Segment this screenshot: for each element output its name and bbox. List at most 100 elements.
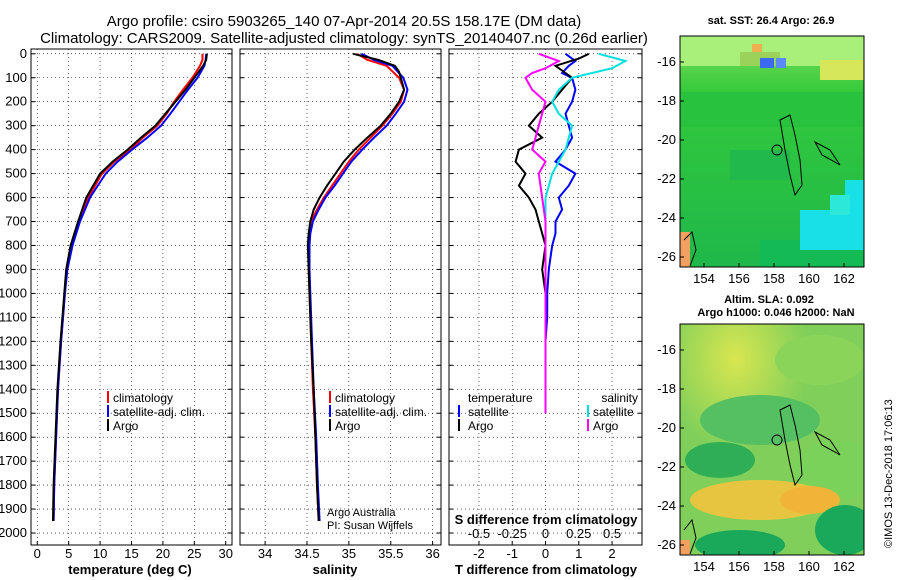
credit-line-1: Argo Australia	[327, 507, 396, 519]
x-tick-label: 35.5	[378, 546, 403, 561]
lat-tick-label: -16	[657, 54, 676, 69]
depth-tick-label: 200	[5, 94, 27, 109]
series-argo	[52, 53, 208, 522]
legend-argo: Argo	[335, 419, 361, 433]
lon-tick-label: 156	[728, 271, 750, 286]
depth-tick-label: 800	[5, 237, 27, 252]
lat-tick-label: -22	[657, 171, 676, 186]
difference-legend: temperature satellite Argo salinity sate…	[458, 391, 638, 433]
credit-line-2: PI: Susan Wijffels	[327, 520, 413, 532]
temperature-legend: climatology satellite-adj. clim. Argo	[107, 391, 205, 433]
legend-salinity-heading: salinity	[601, 391, 638, 405]
lat-tick-label: -16	[657, 342, 676, 357]
depth-tick-label: 1400	[0, 381, 27, 396]
legend-climatology: climatology	[113, 391, 173, 405]
title-line-2: Climatology: CARS2009. Satellite-adjuste…	[40, 30, 648, 47]
series-satellite-adj-clim-	[308, 52, 409, 522]
salinity-series	[306, 52, 409, 522]
x-tick-label: 35	[342, 546, 356, 561]
depth-tick-label: 500	[5, 166, 27, 181]
x-tick-label: 36	[425, 546, 439, 561]
depth-tick-label: 0	[20, 46, 27, 61]
series-climatology	[52, 53, 204, 522]
series-salinity-argo	[524, 52, 562, 414]
depth-axis: 0 100 200 300 400 500 600 700 800 900 1000 1100 1200…	[0, 46, 27, 540]
legend-s-argo: Argo	[593, 419, 619, 433]
depth-tick-label: 600	[5, 190, 27, 205]
depth-tick-label: 700	[5, 214, 27, 229]
legend-satellite: satellite-adj. clim.	[335, 405, 427, 419]
x-tick-label: 2	[608, 546, 615, 561]
lat-tick-label: -24	[657, 210, 676, 225]
depth-tick-label: 100	[5, 70, 27, 85]
temperature-x-axis: 0 5 10 15 20 25 30	[34, 541, 233, 561]
series-argo	[306, 52, 406, 522]
lat-tick-label: -20	[657, 132, 676, 147]
x-tick-label: 5	[65, 546, 72, 561]
lat-tick-label: -18	[657, 93, 676, 108]
s-tick-label: -0.5	[468, 526, 490, 541]
depth-tick-label: 1000	[0, 285, 27, 300]
lon-tick-label: 154	[693, 271, 715, 286]
lat-tick-label: -20	[657, 420, 676, 435]
s-tick-label: 0.5	[603, 526, 621, 541]
t-difference-axis-label: T difference from climatology	[455, 562, 638, 577]
depth-tick-label: 1900	[0, 501, 27, 516]
depth-tick-label: 1300	[0, 357, 27, 372]
sla-map-frame	[679, 323, 865, 556]
lon-tick-label: 162	[833, 271, 855, 286]
depth-tick-label: 1800	[0, 477, 27, 492]
lon-tick-label: 156	[728, 559, 750, 574]
depth-tick-label: 1100	[0, 309, 27, 324]
depth-tick-label: 900	[5, 261, 27, 276]
series-climatology	[307, 52, 406, 522]
s-tick-label: 0.25	[566, 526, 591, 541]
sla-map-title-1: Altim. SLA: 0.092	[724, 294, 814, 306]
x-tick-label: 25	[187, 546, 201, 561]
lat-tick-label: -22	[657, 459, 676, 474]
x-tick-label: -1	[506, 546, 518, 561]
legend-argo: Argo	[113, 419, 139, 433]
s-difference-axis-label: S difference from climatology	[455, 512, 639, 527]
x-tick-label: 1	[575, 546, 582, 561]
lat-tick-label: -24	[657, 498, 676, 513]
lat-tick-label: -26	[657, 537, 676, 552]
depth-tick-label: 1500	[0, 405, 27, 420]
s-tick-label: 0	[542, 526, 549, 541]
salinity-axis-label: salinity	[313, 562, 359, 577]
x-tick-label: 15	[124, 546, 138, 561]
x-tick-label: 10	[93, 546, 107, 561]
temperature-axis-label: temperature (deg C)	[68, 562, 192, 577]
legend-t-argo: Argo	[468, 419, 494, 433]
lon-tick-label: 158	[763, 559, 785, 574]
legend-temperature-heading: temperature	[468, 391, 533, 405]
depth-tick-label: 300	[5, 118, 27, 133]
salinity-panel-frame	[239, 48, 442, 546]
depth-tick-label: 1600	[0, 429, 27, 444]
legend-s-satellite: satellite	[593, 405, 634, 419]
x-tick-label: 30	[218, 546, 232, 561]
x-tick-label: 34.5	[294, 546, 319, 561]
series-temperature-satellite	[544, 52, 578, 414]
title-line-1: Argo profile: csiro 5903265_140 07-Apr-2…	[107, 13, 581, 30]
sla-map	[680, 324, 864, 555]
gridlines	[31, 49, 642, 545]
series-satellite-adj-clim-	[52, 53, 208, 522]
legend-climatology: climatology	[335, 391, 395, 405]
lon-tick-label: 162	[833, 559, 855, 574]
salinity-difference-x-axis: -0.5 -0.25 0 0.25 0.5	[468, 526, 621, 541]
sst-map-title: sat. SST: 26.4 Argo: 26.9	[708, 15, 835, 27]
x-tick-label: 0	[34, 546, 41, 561]
x-tick-label: 0	[542, 546, 549, 561]
sst-map	[680, 36, 864, 267]
lon-tick-label: 160	[798, 271, 820, 286]
difference-x-axis: -2 -1 0 1 2	[473, 541, 616, 561]
depth-tick-label: 1200	[0, 333, 27, 348]
depth-tick-label: 400	[5, 142, 27, 157]
lon-tick-label: 154	[693, 559, 715, 574]
s-tick-label: -0.25	[497, 526, 527, 541]
x-tick-label: 20	[156, 546, 170, 561]
x-tick-label: 34	[258, 546, 272, 561]
watermark: ©IMOS 13-Dec-2018 17:06:13	[883, 399, 895, 548]
